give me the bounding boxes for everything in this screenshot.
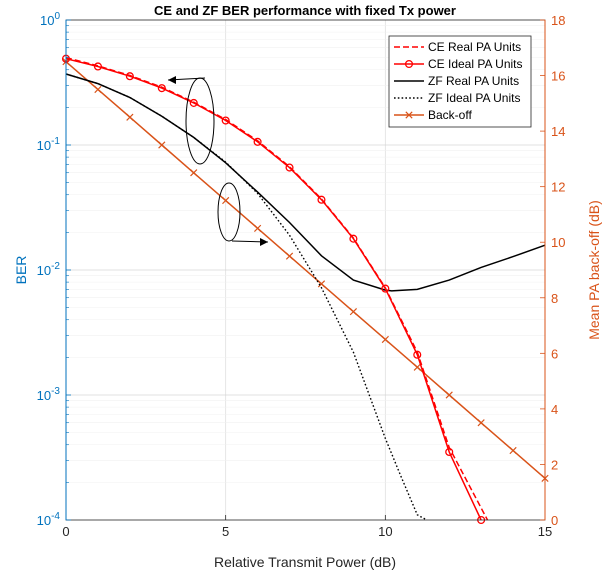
y-tick-label-right: 18 (551, 13, 565, 28)
data-point-ce-ideal-pa-units (253, 137, 262, 146)
y-axis-label-right: Mean PA back-off (dB) (586, 200, 602, 340)
legend-label: ZF Ideal PA Units (428, 91, 520, 105)
data-point-back-off (317, 280, 326, 288)
data-point-back-off (94, 85, 102, 94)
series-line-ce-real-pa-units (65, 56, 489, 521)
data-point-back-off (126, 113, 134, 121)
legend-label: ZF Real PA Units (428, 74, 519, 88)
x-tick-label: 5 (222, 524, 229, 539)
data-point-back-off (222, 196, 230, 205)
data-point-back-off (349, 308, 358, 316)
data-point-back-off (509, 446, 517, 455)
y-tick-label-right: 2 (551, 457, 558, 472)
y-tick-label-right: 6 (551, 346, 558, 361)
series-line-zf-real-pa-units (65, 73, 546, 292)
legend-marker (404, 59, 414, 69)
annotations (167, 76, 269, 246)
legend-label: CE Real PA Units (428, 40, 521, 54)
y-tick-label-left: 10-3 (37, 386, 61, 403)
chart-title: CE and ZF BER performance with fixed Tx … (154, 3, 456, 18)
x-tick-label: 0 (62, 524, 69, 539)
data-point-ce-ideal-pa-units (349, 234, 358, 243)
arrowhead-icon (168, 76, 176, 84)
legend-item-zf-real-pa-units: ZF Real PA Units (394, 74, 519, 88)
data-point-ce-ideal-pa-units (285, 163, 294, 172)
x-tick-label: 10 (378, 524, 392, 539)
y-tick-label-right: 14 (551, 124, 565, 139)
arrowhead-icon (260, 238, 268, 246)
series-back-off (62, 58, 549, 482)
x-tick-label: 15 (538, 524, 552, 539)
y-tick-label-right: 0 (551, 513, 558, 528)
y-axis-label-left: BER (13, 256, 29, 285)
legend: CE Real PA Units CE Ideal PA Units ZF Real… (388, 35, 532, 128)
y-tick-label-right: 12 (551, 180, 565, 195)
y-tick-label-left: 100 (40, 11, 60, 28)
data-point-ce-ideal-pa-units (221, 116, 230, 125)
legend-item-ce-real-pa-units: CE Real PA Units (394, 40, 521, 54)
legend-item-back-off: Back-off (394, 108, 472, 122)
series-zf-real-pa-units (65, 73, 546, 292)
data-point-ce-ideal-pa-units (189, 98, 198, 107)
data-point-back-off (253, 224, 262, 232)
y-tick-label-right: 4 (551, 402, 558, 417)
series-line-back-off (65, 61, 546, 479)
y-tick-label-left: 10-2 (37, 261, 61, 278)
data-point-back-off (158, 141, 166, 149)
data-point-back-off (190, 169, 198, 177)
y-tick-label-right: 8 (551, 291, 558, 306)
data-point-back-off (285, 252, 294, 260)
data-point-ce-ideal-pa-units (381, 284, 390, 293)
legend-item-zf-ideal-pa-units: ZF Ideal PA Units (394, 91, 520, 105)
legend-label: Back-off (428, 108, 472, 122)
y-tick-label-left: 10-4 (37, 511, 61, 528)
series-ce-real-pa-units (65, 56, 489, 521)
data-point-back-off (477, 419, 485, 427)
data-point-back-off (413, 363, 421, 371)
legend-label: CE Ideal PA Units (428, 57, 523, 71)
legend-marker (405, 111, 413, 119)
series-zf-ideal-pa-units (65, 73, 428, 521)
data-point-back-off (445, 391, 453, 399)
data-point-back-off (381, 335, 389, 344)
legend-item-ce-ideal-pa-units: CE Ideal PA Units (394, 57, 523, 71)
data-point-ce-ideal-pa-units (125, 72, 134, 81)
data-point-ce-ideal-pa-units (317, 195, 326, 204)
x-axis-label: Relative Transmit Power (dB) (214, 554, 396, 570)
series-line-zf-ideal-pa-units (65, 73, 428, 521)
series-layer (61, 54, 549, 525)
y-tick-label-right: 16 (551, 69, 565, 84)
y-tick-label-right: 10 (551, 235, 565, 250)
y-tick-label-left: 10-1 (37, 136, 61, 153)
backoff-group-ellipse (217, 182, 241, 242)
